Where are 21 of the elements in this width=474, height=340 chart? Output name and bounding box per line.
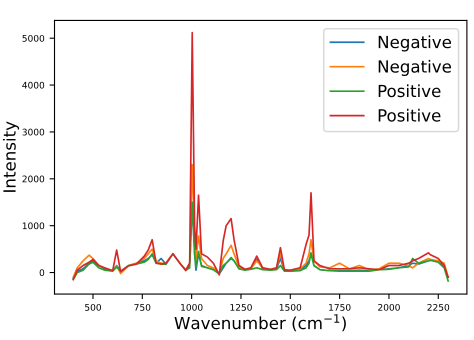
x-tick-label: 2000 [378,304,400,311]
x-tick-label: 500 [85,304,101,311]
x-axis-title: Wavenumber (cm$^{−1}$) [174,314,346,332]
y-tick-label: 5000 [22,34,44,42]
x-tick-label: 1500 [280,304,302,311]
legend-label: Positive [378,84,440,98]
x-tick-label: 1000 [181,304,203,311]
x-tick-label: 750 [134,304,150,311]
legend-label: Negative [378,35,451,52]
legend-label: Positive [378,108,440,122]
legend-label: Negative [378,60,451,76]
y-tick-label: 0 [40,269,44,276]
y-tick-label: 1000 [22,222,44,230]
x-tick-label: 1250 [230,304,252,311]
y-axis-title: Intensity [2,121,20,192]
y-tick-label: 4000 [22,82,44,89]
x-tick-label: 1750 [329,304,351,311]
x-tick-label: 2250 [427,304,450,311]
y-tick-label: 2000 [22,176,44,182]
line-series [72,32,449,280]
y-tick-label: 3000 [22,128,44,136]
